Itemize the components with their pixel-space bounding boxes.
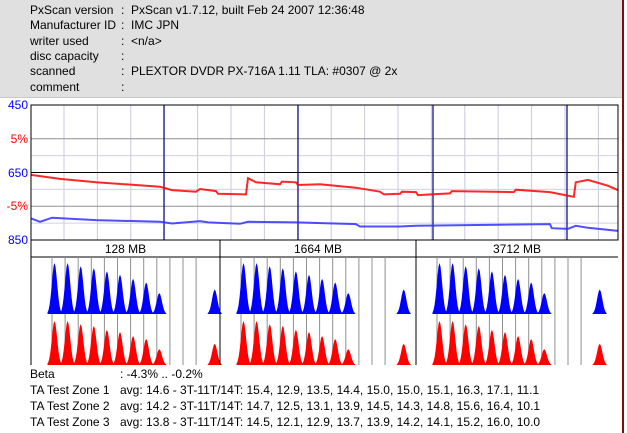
histogram-bar-blue-9T — [511, 278, 526, 314]
histogram-bar-blue-5T — [73, 266, 88, 314]
ta-zone-1-value: avg: 14.6 - 3T-11T/14T: 15.4, 12.9, 13.5… — [120, 383, 540, 397]
histogram-bar-blue-5T — [458, 266, 473, 314]
histogram-bar-red-9T — [126, 336, 141, 365]
info-value: PLEXTOR DVDR PX-716A 1.11 TLA: #0307 @ 2… — [131, 64, 398, 79]
histogram-bar-red-8T — [113, 332, 127, 365]
histogram-bar-blue-4T — [445, 263, 460, 314]
y-tick-label: 650 — [7, 165, 28, 180]
info-label: PxScan version — [30, 3, 114, 17]
ta-zone-2-label: TA Test Zone 2 — [30, 399, 110, 413]
info-value: <n/a> — [131, 33, 162, 48]
jitter-line — [30, 216, 619, 232]
info-value: IMC JPN — [131, 18, 179, 33]
histogram-bar-red-6T — [275, 325, 290, 365]
info-panel: PxScan version: PxScan v1.7.12, built Feb… — [0, 0, 622, 98]
info-label: disc capacity — [30, 48, 99, 63]
histogram-bar-blue-10T — [328, 282, 343, 314]
histogram-bar-blue-10T — [524, 282, 539, 314]
histogram-bar-red-7T — [484, 329, 499, 365]
info-value: PxScan v1.7.12, built Feb 24 2007 12:36:… — [131, 3, 365, 17]
beta-label: Beta — [30, 367, 55, 381]
info-separator: : — [121, 33, 125, 48]
zone-label: 1664 MB — [293, 242, 343, 256]
histogram-bar-red-3T — [236, 321, 251, 365]
info-separator: : — [121, 18, 125, 33]
histogram-bar-blue-6T — [471, 268, 486, 314]
ta-zone-1-label: TA Test Zone 1 — [30, 383, 110, 397]
histogram-bar-blue-8T — [498, 274, 512, 314]
histogram-bar-blue-7T — [99, 271, 114, 314]
histogram-bar-red-4T — [249, 321, 264, 365]
y-tick-label: 5% — [10, 131, 28, 146]
ta-zone-3-label: TA Test Zone 3 — [30, 415, 110, 429]
histogram-bar-red-6T — [86, 325, 101, 365]
beta-line — [30, 173, 619, 198]
histogram-bar-blue-14T — [592, 289, 607, 314]
histogram-bar-red-8T — [302, 332, 316, 365]
histogram-bar-red-10T — [139, 339, 154, 365]
histogram-bar-red-11T — [537, 349, 552, 365]
histogram-bar-blue-11T — [537, 293, 552, 314]
histogram-bar-red-11T — [152, 349, 167, 365]
histogram-bar-blue-3T — [236, 263, 251, 314]
y-tick-label: -5% — [6, 199, 28, 214]
info-separator: : — [121, 3, 125, 17]
histogram-bar-red-9T — [315, 336, 330, 365]
histogram-bar-blue-11T — [341, 293, 356, 314]
info-label: writer used — [30, 33, 89, 48]
histogram-bar-blue-10T — [139, 282, 154, 314]
histogram-bar-blue-3T — [47, 263, 62, 314]
y-tick-label: 450 — [7, 98, 28, 112]
histogram-bar-red-14T — [592, 343, 607, 365]
histogram-bar-blue-7T — [288, 271, 303, 314]
info-label: comment — [30, 79, 80, 94]
histogram-bar-blue-5T — [262, 266, 277, 314]
histogram-bar-blue-11T — [152, 293, 167, 314]
histogram-bar-red-4T — [445, 321, 460, 365]
window-border — [622, 0, 627, 433]
histogram-bar-red-6T — [471, 325, 486, 365]
histogram-bar-red-3T — [432, 321, 447, 365]
histogram-bar-red-14T — [396, 343, 411, 365]
histogram-bar-blue-14T — [396, 289, 411, 314]
histogram-bar-blue-4T — [249, 263, 264, 314]
info-label: Manufacturer ID — [30, 18, 117, 33]
histogram-bar-red-3T — [47, 321, 62, 365]
histogram-bar-blue-9T — [126, 278, 141, 314]
histogram-bar-blue-8T — [302, 274, 316, 314]
histogram-bar-red-8T — [498, 332, 512, 365]
zone-label: 3712 MB — [492, 242, 542, 256]
histogram-bar-blue-9T — [315, 278, 330, 314]
histogram-bar-red-7T — [288, 329, 303, 365]
info-separator: : — [121, 48, 125, 63]
beta-value: : -4.3% .. -0.2% — [120, 367, 203, 381]
y-tick-label: 850 — [7, 233, 28, 247]
zone-label: 128 MB — [104, 242, 147, 256]
histogram-bar-red-11T — [341, 349, 356, 365]
ta-zone-2-value: avg: 14.2 - 3T-11T/14T: 14.7, 12.5, 13.1… — [120, 399, 541, 413]
info-label: scanned — [30, 64, 76, 79]
histogram-bar-blue-4T — [60, 263, 75, 314]
histogram-bar-red-10T — [328, 339, 343, 365]
histogram-bar-red-10T — [524, 339, 539, 365]
histogram-bar-blue-3T — [432, 263, 447, 314]
histogram-bar-blue-14T — [207, 289, 222, 314]
histogram-bar-red-5T — [262, 324, 277, 365]
histogram-bar-red-4T — [60, 321, 75, 365]
ta-zone-3-value: avg: 13.8 - 3T-11T/14T: 14.5, 12.1, 12.9… — [120, 415, 541, 429]
histogram-bar-blue-6T — [86, 268, 101, 314]
histogram-bar-blue-6T — [275, 268, 290, 314]
info-separator: : — [121, 79, 125, 94]
histogram-bar-blue-8T — [113, 274, 127, 314]
histogram-bar-red-7T — [99, 329, 114, 365]
histogram-bar-blue-7T — [484, 271, 499, 314]
info-separator: : — [121, 64, 125, 79]
plot-border — [30, 104, 619, 241]
histogram-bar-red-5T — [73, 324, 88, 365]
histogram-bar-red-14T — [207, 343, 222, 365]
histogram-bar-red-5T — [458, 324, 473, 365]
histogram-bar-red-9T — [511, 336, 526, 365]
